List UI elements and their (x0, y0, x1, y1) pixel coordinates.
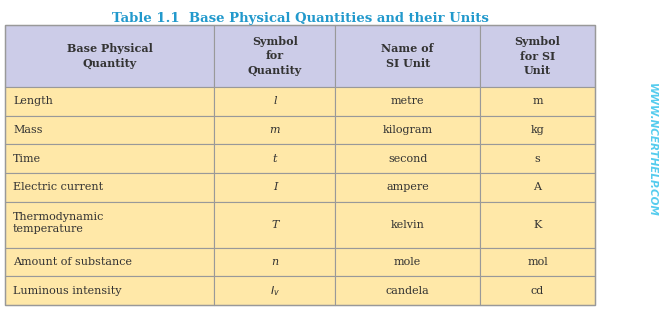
Text: Electric current: Electric current (13, 182, 103, 193)
Bar (214, 144, 335, 173)
Bar (214, 87, 335, 116)
Bar (214, 116, 335, 144)
Bar (480, 87, 595, 116)
Text: kelvin: kelvin (390, 220, 424, 230)
Text: kilogram: kilogram (382, 125, 433, 135)
Bar (480, 173, 595, 202)
Text: Table 1.1  Base Physical Quantities and their Units: Table 1.1 Base Physical Quantities and t… (112, 12, 489, 25)
Bar (214, 173, 335, 202)
Bar (335, 116, 480, 144)
Text: ampere: ampere (386, 182, 429, 193)
Bar (335, 202, 480, 248)
Text: K: K (533, 220, 542, 230)
Bar (214, 248, 335, 276)
Bar (5, 202, 214, 248)
Text: n: n (272, 257, 278, 267)
Bar (480, 276, 595, 305)
Bar (335, 144, 480, 173)
Text: mole: mole (394, 257, 421, 267)
Bar (5, 87, 214, 116)
Bar (480, 202, 595, 248)
Bar (335, 276, 480, 305)
Bar (5, 276, 214, 305)
Bar (480, 25, 595, 87)
Bar (335, 173, 480, 202)
Text: Luminous intensity: Luminous intensity (13, 286, 122, 296)
Text: Symbol
for
Quantity: Symbol for Quantity (248, 36, 302, 76)
Text: A: A (533, 182, 541, 193)
Bar (5, 116, 214, 144)
Text: Base Physical
Quantity: Base Physical Quantity (67, 43, 153, 69)
Text: m: m (532, 96, 542, 106)
Bar (5, 25, 214, 87)
Text: cd: cd (531, 286, 544, 296)
Text: Name of
SI Unit: Name of SI Unit (382, 43, 434, 69)
Bar (5, 248, 214, 276)
Bar (5, 25, 595, 305)
Text: I: I (273, 182, 277, 193)
Text: T: T (271, 220, 279, 230)
Text: l: l (273, 96, 277, 106)
Bar (480, 144, 595, 173)
Text: Mass: Mass (13, 125, 42, 135)
Text: s: s (535, 154, 540, 164)
Bar (480, 116, 595, 144)
Bar (214, 25, 335, 87)
Text: metre: metre (391, 96, 424, 106)
Text: $I_v$: $I_v$ (270, 284, 280, 298)
Text: Time: Time (13, 154, 41, 164)
Text: candela: candela (386, 286, 430, 296)
Bar (335, 25, 480, 87)
Text: m: m (270, 125, 280, 135)
Bar (214, 202, 335, 248)
Bar (214, 276, 335, 305)
Text: mol: mol (527, 257, 548, 267)
Bar (5, 173, 214, 202)
Text: Thermodynamic
temperature: Thermodynamic temperature (13, 212, 104, 234)
Text: Symbol
for SI
Unit: Symbol for SI Unit (515, 36, 560, 76)
Text: Amount of substance: Amount of substance (13, 257, 132, 267)
Bar (5, 144, 214, 173)
Text: second: second (388, 154, 428, 164)
Text: kg: kg (531, 125, 544, 135)
Text: WWW.NCERTHELP.COM: WWW.NCERTHELP.COM (647, 83, 657, 217)
Bar (480, 248, 595, 276)
Text: Length: Length (13, 96, 53, 106)
Bar (335, 248, 480, 276)
Text: t: t (273, 154, 277, 164)
Bar (335, 87, 480, 116)
